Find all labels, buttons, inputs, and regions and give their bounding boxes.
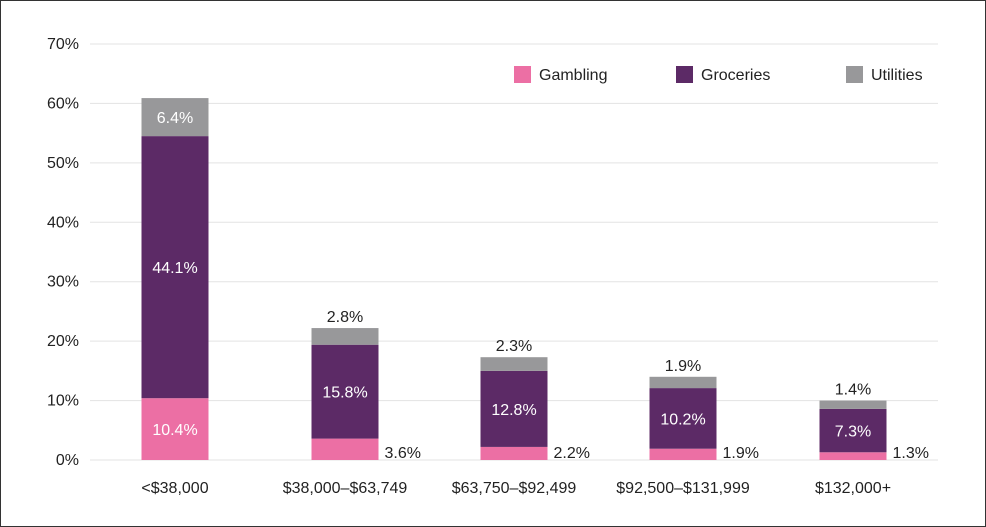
bar-utilities-3 bbox=[649, 376, 717, 389]
data-labels: 10.4% 44.1% 6.4% 3.6% 15.8% 2.8% 2.2% 12.8% 2.3%… bbox=[152, 110, 929, 462]
data-label: 2.3% bbox=[496, 338, 532, 355]
data-label: 1.4% bbox=[835, 382, 871, 399]
legend: Gambling Groceries Utilities bbox=[514, 66, 923, 84]
y-tick-label: 10% bbox=[47, 393, 79, 410]
bar-groceries-0 bbox=[141, 136, 209, 399]
legend-swatch-gambling bbox=[514, 66, 531, 83]
data-label: 10.2% bbox=[660, 411, 705, 428]
y-tick-label: 50% bbox=[47, 155, 79, 172]
y-axis-ticks: 0% 10% 20% 30% 40% 50% 60% 70% bbox=[47, 36, 79, 469]
y-tick-label: 20% bbox=[47, 333, 79, 350]
data-label: 2.8% bbox=[327, 309, 363, 326]
bar-groceries-1 bbox=[311, 344, 379, 439]
bar-groceries-4 bbox=[819, 408, 887, 453]
y-tick-label: 60% bbox=[47, 95, 79, 112]
x-tick-label: <$38,000 bbox=[141, 480, 208, 497]
data-label: 3.6% bbox=[385, 445, 421, 462]
bars bbox=[141, 98, 887, 460]
bar-utilities-4 bbox=[819, 400, 887, 409]
legend-label: Gambling bbox=[539, 67, 607, 84]
legend-label: Groceries bbox=[701, 67, 770, 84]
bar-groceries-2 bbox=[480, 370, 548, 447]
legend-swatch-utilities bbox=[846, 66, 863, 83]
y-tick-label: 30% bbox=[47, 274, 79, 291]
bar-gambling-1 bbox=[311, 438, 379, 460]
data-label: 7.3% bbox=[835, 424, 871, 441]
x-tick-label: $38,000–$63,749 bbox=[283, 480, 408, 497]
data-label: 6.4% bbox=[157, 110, 193, 127]
bar-gambling-0 bbox=[141, 398, 209, 460]
x-axis-ticks: <$38,000 $38,000–$63,749 $63,750–$92,499 $9… bbox=[141, 480, 891, 497]
data-label: 10.4% bbox=[152, 422, 197, 439]
bar-groceries-3 bbox=[649, 388, 717, 449]
data-label: 12.8% bbox=[491, 402, 536, 419]
data-label: 2.2% bbox=[554, 445, 590, 462]
x-tick-label: $132,000+ bbox=[815, 480, 891, 497]
bar-utilities-1 bbox=[311, 328, 379, 345]
bar-gambling-4 bbox=[819, 452, 887, 460]
y-tick-label: 40% bbox=[47, 214, 79, 231]
data-label: 44.1% bbox=[152, 260, 197, 277]
gridlines bbox=[90, 43, 938, 461]
y-tick-label: 70% bbox=[47, 36, 79, 53]
bar-utilities-0 bbox=[141, 98, 209, 137]
data-label: 1.3% bbox=[893, 445, 929, 462]
bar-gambling-3 bbox=[649, 448, 717, 460]
x-tick-label: $63,750–$92,499 bbox=[452, 480, 577, 497]
bar-utilities-2 bbox=[480, 357, 548, 371]
x-tick-label: $92,500–$131,999 bbox=[616, 480, 750, 497]
data-label: 1.9% bbox=[665, 358, 701, 375]
y-tick-label: 0% bbox=[56, 452, 79, 469]
bar-gambling-2 bbox=[480, 446, 548, 460]
data-label: 1.9% bbox=[723, 445, 759, 462]
data-label: 15.8% bbox=[322, 385, 367, 402]
legend-label: Utilities bbox=[871, 67, 923, 84]
legend-swatch-groceries bbox=[676, 66, 693, 83]
